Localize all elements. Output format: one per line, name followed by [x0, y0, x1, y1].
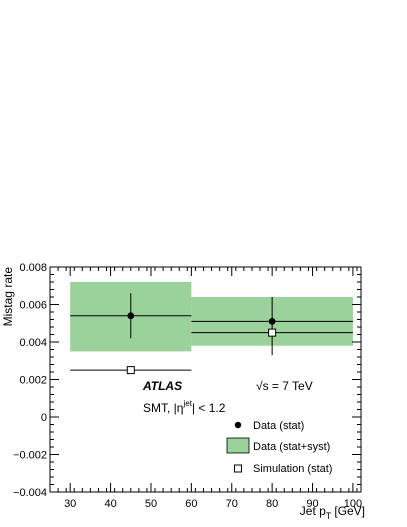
- y-tick-label: 0: [41, 412, 47, 424]
- y-tick-label: 0.008: [19, 262, 47, 274]
- y-axis-label: Mistag rate: [1, 267, 15, 327]
- energy-label: √s = 7 TeV: [256, 379, 313, 393]
- x-tick-label: 100: [344, 498, 362, 510]
- y-tick-label: 0.004: [19, 337, 47, 349]
- y-tick-label: −0.004: [13, 487, 47, 499]
- y-tick-label: 0.002: [19, 375, 47, 387]
- x-axis-label: Jet pT [GeV]: [300, 504, 365, 521]
- legend-marker-simulation-stat: [234, 464, 242, 473]
- simulation-point-2: [268, 328, 277, 337]
- selection-label: SMT, |ηjet| < 1.2: [143, 399, 226, 415]
- x-tick-label: 50: [145, 498, 157, 510]
- legend-label-data-stat: Data (stat): [253, 420, 304, 432]
- x-tick-label: 80: [266, 498, 278, 510]
- data-point-2: [268, 317, 276, 325]
- y-tick-label: 0.006: [19, 300, 47, 312]
- y-tick-label: −0.002: [13, 450, 47, 462]
- x-tick-label: 70: [226, 498, 238, 510]
- data-points: [70, 293, 353, 375]
- plot-frame: [49, 266, 362, 493]
- x-tick-label: 30: [64, 498, 76, 510]
- x-tick-label: 60: [185, 498, 197, 510]
- legend-marker-data-stat: [234, 421, 242, 429]
- legend: Data (stat) Data (stat+syst) Simulation …: [226, 420, 332, 475]
- axis-ticks: 30 40 50 60 70 80 90 100 −0.004 −0.002 0 0.002 0.004…: [13, 262, 362, 510]
- legend-swatch-data-stat-syst: [226, 437, 250, 454]
- legend-label-simulation-stat: Simulation (stat): [253, 463, 332, 475]
- uncertainty-bands: [70, 282, 353, 352]
- simulation-point-1: [126, 366, 135, 375]
- legend-label-data-stat-syst: Data (stat+syst): [253, 441, 330, 453]
- data-point-1: [127, 312, 135, 320]
- x-tick-label: 40: [104, 498, 116, 510]
- atlas-label: ATLAS: [142, 379, 182, 393]
- x-tick-label: 90: [306, 498, 318, 510]
